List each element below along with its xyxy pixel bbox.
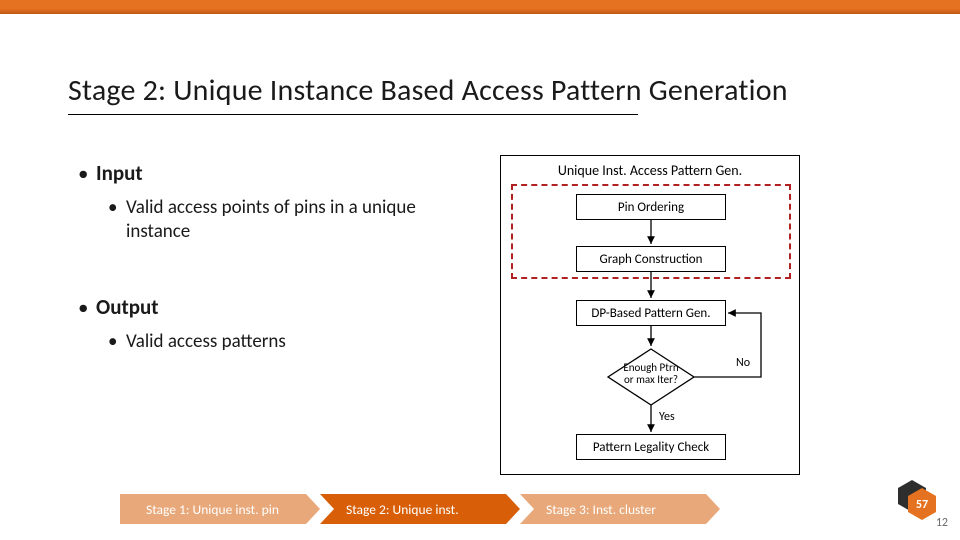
page-number: 12 <box>936 516 948 530</box>
output-heading: Output <box>78 294 468 320</box>
logo-badge-text: 57 <box>916 498 928 512</box>
input-heading: Input <box>78 160 468 186</box>
edge-label-no: No <box>736 356 750 370</box>
title-underline <box>68 114 638 115</box>
slide-title: Stage 2: Unique Instance Based Access Pa… <box>68 72 788 109</box>
conference-logo: 57 <box>894 478 938 522</box>
chevron-stage-3: Stage 3: Inst. cluster <box>520 494 720 524</box>
input-item: Valid access points of pins in a unique … <box>78 196 468 244</box>
flowchart-container: Unique Inst. Access Pattern Gen. Pin Ord… <box>500 155 800 475</box>
content-left: Input Valid access points of pins in a u… <box>78 160 468 403</box>
edge-label-yes: Yes <box>659 410 675 424</box>
chevron-stage-2: Stage 2: Unique inst. <box>320 494 520 524</box>
chevron-label: Stage 1: Unique inst. pin <box>146 501 279 518</box>
chevron-label: Stage 3: Inst. cluster <box>546 501 656 518</box>
chevron-stage-1: Stage 1: Unique inst. pin <box>120 494 320 524</box>
stage-chevrons: Stage 1: Unique inst. pin Stage 2: Uniqu… <box>120 494 720 524</box>
flowchart: Unique Inst. Access Pattern Gen. Pin Ord… <box>500 155 870 475</box>
output-item: Valid access patterns <box>78 330 468 354</box>
chevron-label: Stage 2: Unique inst. <box>346 501 459 518</box>
header-accent-bar <box>0 0 960 14</box>
flowchart-edges <box>501 156 801 476</box>
